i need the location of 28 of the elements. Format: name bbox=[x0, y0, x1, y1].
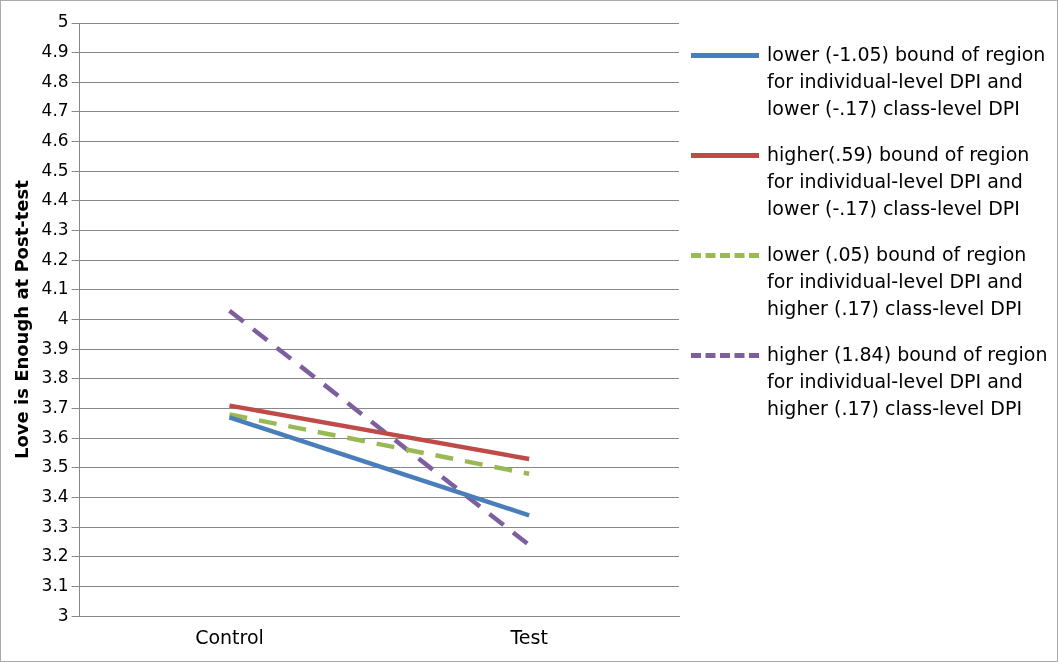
y-tick-label: 4.2 bbox=[41, 248, 69, 269]
legend-label: lower (.05) bound of region for individual-level DPI and higher (.17) class-level DPI bbox=[767, 242, 1028, 321]
y-tick-label: 4.3 bbox=[41, 219, 69, 240]
y-tick-label: 3.8 bbox=[41, 367, 69, 388]
y-tick-label: 3.5 bbox=[41, 456, 69, 477]
y-tick-label: 3.6 bbox=[41, 426, 69, 447]
y-tick-label: 5 bbox=[57, 11, 69, 32]
y-axis-title: Love is Enough at Post-test bbox=[11, 179, 33, 460]
legend-label: higher(.59) bound of region for individual-level DPI and lower (-.17) class-level DPI bbox=[767, 142, 1031, 221]
y-tick-label: 3.7 bbox=[41, 397, 69, 417]
legend-label: lower (-1.05) bound of region for individual-level DPI and lower (-.17) class-level DPI bbox=[767, 42, 1047, 121]
y-tick-label: 3.4 bbox=[41, 485, 69, 506]
x-tick-label: Test bbox=[509, 625, 548, 648]
y-tick-label: 4.1 bbox=[41, 278, 69, 299]
y-tick-label: 3.3 bbox=[41, 515, 69, 536]
y-tick-label: 4.8 bbox=[41, 70, 69, 91]
y-tick-label: 3.2 bbox=[41, 545, 69, 566]
y-tick-label: 4 bbox=[57, 308, 69, 329]
y-tick-label: 3 bbox=[57, 604, 69, 625]
y-tick-label: 4.7 bbox=[41, 100, 69, 121]
x-tick-label: Control bbox=[195, 625, 264, 648]
y-tick-label: 4.4 bbox=[41, 189, 69, 210]
y-tick-label: 3.1 bbox=[41, 574, 69, 595]
y-tick-label: 4.9 bbox=[41, 41, 69, 62]
y-tick-label: 3.9 bbox=[41, 337, 69, 358]
legend-label: higher (1.84) bound of region for individual-level DPI and higher (.17) class-level DPI bbox=[767, 342, 1049, 421]
y-tick-label: 4.5 bbox=[41, 159, 69, 180]
y-tick-label: 4.6 bbox=[41, 130, 69, 151]
